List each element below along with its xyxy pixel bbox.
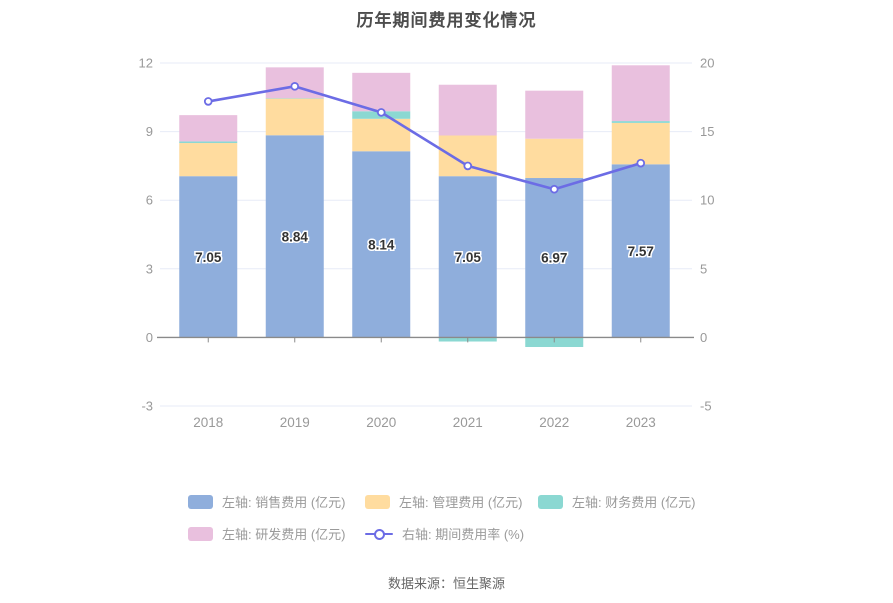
legend-label-rd: 左轴: 研发费用 (亿元) (222, 527, 346, 542)
legend-item-sales[interactable]: 左轴: 销售费用 (亿元) (188, 492, 365, 511)
rate-marker-2018[interactable] (203, 97, 213, 106)
bar-2020-rd[interactable] (352, 72, 411, 112)
finance-swatch (538, 494, 563, 509)
category-label-2021: 2021 (453, 415, 483, 430)
left-axis-label: 9 (146, 124, 153, 139)
management-swatch (365, 494, 390, 509)
bar-value-label-2019: 8.84 (282, 229, 309, 244)
bar-2020-sales[interactable] (352, 151, 411, 338)
legend-item-management[interactable]: 左轴: 管理费用 (亿元) (365, 492, 538, 511)
rate-line-icon (365, 527, 393, 541)
bar-2019-finance[interactable] (265, 98, 324, 99)
rate-marker-2023[interactable] (636, 158, 646, 168)
legend-item-rd[interactable]: 左轴: 研发费用 (亿元) (188, 524, 365, 543)
rd-swatch (188, 526, 213, 541)
category-label-2019: 2019 (280, 415, 310, 430)
bar-value-label-2021: 7.05 (455, 250, 482, 265)
right-axis-label: 0 (700, 330, 707, 345)
legend-label-finance: 左轴: 财务费用 (亿元) (572, 495, 696, 510)
rate-marker-2021[interactable] (463, 161, 473, 171)
right-axis-label: 15 (700, 124, 714, 139)
bar-2021-rd[interactable] (438, 84, 497, 136)
category-label-2023: 2023 (626, 415, 656, 430)
category-label-2020: 2020 (366, 415, 396, 430)
sales-swatch (188, 494, 213, 509)
bar-2022-management[interactable] (525, 138, 584, 179)
bar-2019-sales[interactable] (265, 135, 324, 338)
right-axis-label: 10 (700, 193, 714, 208)
bar-2018-management[interactable] (179, 143, 238, 177)
rate-marker-2019[interactable] (290, 82, 300, 91)
bar-2021-sales[interactable] (438, 176, 497, 338)
legend-label-management: 左轴: 管理费用 (亿元) (399, 495, 523, 510)
left-axis-label: 0 (146, 330, 153, 345)
right-axis-label: 20 (700, 56, 714, 71)
legend-item-finance[interactable]: 左轴: 财务费用 (亿元) (538, 492, 696, 511)
bar-value-label-2023: 7.57 (628, 244, 654, 259)
right-axis-label: -5 (700, 399, 712, 414)
bar-2019-management[interactable] (265, 98, 324, 136)
expense-chart: 7.05 8.84 8.14 7.05 6.97 7.57 -3 0 3 6 9 12 -5 0 5 10 15… (139, 56, 715, 431)
right-axis-label: 5 (700, 261, 707, 276)
bar-2018-finance[interactable] (179, 141, 238, 144)
bar-value-label-2020: 8.14 (368, 237, 395, 252)
chart-title: 历年期间费用变化情况 (356, 11, 537, 30)
category-label-2022: 2022 (539, 415, 569, 430)
chart-legend: 左轴: 销售费用 (亿元) 左轴: 管理费用 (亿元) 左轴: 财务费用 (亿元) 左… (188, 492, 696, 543)
rate-marker-2022[interactable] (549, 184, 559, 194)
left-axis-label: -3 (141, 399, 153, 414)
bar-2023-rd[interactable] (611, 65, 670, 122)
bar-value-label-2018: 7.05 (195, 250, 222, 265)
bar-2018-rd[interactable] (179, 115, 238, 142)
rate-line[interactable] (208, 85, 642, 191)
legend-label-rate: 右轴: 期间费用率 (%) (402, 527, 525, 542)
bar-2022-rd[interactable] (525, 90, 584, 139)
left-axis-label: 12 (139, 56, 153, 71)
category-label-2018: 2018 (193, 415, 223, 430)
data-source-note: 数据来源：恒生聚源 (387, 576, 505, 591)
legend-label-sales: 左轴: 销售费用 (亿元) (222, 495, 346, 510)
rate-marker-2020[interactable] (376, 108, 386, 117)
bar-value-label-2022: 6.97 (541, 251, 567, 266)
left-axis-label: 6 (146, 193, 153, 208)
legend-item-rate[interactable]: 右轴: 期间费用率 (%) (365, 524, 538, 543)
bar-2023-management[interactable] (611, 122, 670, 165)
bar-2022-sales[interactable] (525, 178, 584, 338)
bar-2023-finance[interactable] (611, 121, 670, 123)
bar-2018-sales[interactable] (179, 176, 238, 338)
left-axis-label: 3 (146, 261, 153, 276)
bar-2023-sales[interactable] (611, 164, 670, 338)
